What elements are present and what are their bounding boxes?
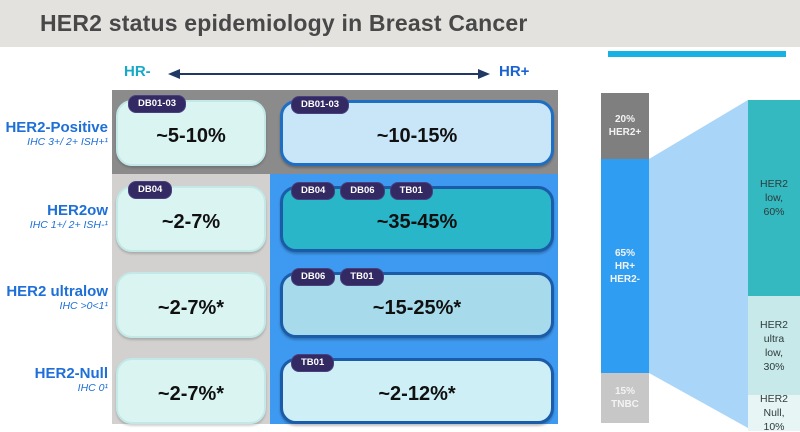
target-segment-her2-ultralow: HER2 ultra low, 30%	[748, 296, 800, 395]
study-badges: TB01	[291, 354, 335, 372]
prevalence-value: ~35-45%	[376, 210, 458, 233]
prevalence-value: ~2-7%	[161, 210, 221, 233]
row-name: HER2 ultralow	[6, 283, 108, 300]
prevalence-value: ~5-10%	[156, 124, 226, 147]
source-segment-her2-positive: 20% HER2+	[601, 93, 649, 159]
study-badge: TB01	[291, 354, 335, 372]
study-badges: DB01-03	[291, 96, 350, 114]
prevalence-value: ~10-15%	[376, 124, 458, 147]
study-badge: DB06	[291, 268, 336, 286]
prevalence-value: ~2-7%*	[157, 296, 225, 319]
hr-axis-double-arrow-icon	[168, 69, 490, 79]
row-label-her2-positive: HER2-Positive IHC 3+/ 2+ ISH+¹	[0, 120, 108, 149]
study-badges: DB06 TB01	[291, 268, 384, 286]
cell-her2-ultralow-hr-plus: DB06 TB01 ~15-25%*	[280, 268, 554, 338]
flow-connector	[649, 100, 748, 428]
study-badge: TB01	[340, 268, 384, 286]
page-title: HER2 status epidemiology in Breast Cance…	[40, 10, 528, 36]
cell-her2-low-hr-plus: DB04 DB06 TB01 ~35-45%	[280, 182, 554, 252]
row-ihc-note: IHC 1+/ 2+ ISH-¹	[29, 219, 108, 231]
study-badge: TB01	[389, 182, 433, 200]
row-ihc-note: IHC 3+/ 2+ ISH+¹	[27, 136, 108, 148]
prevalence-value: ~2-7%*	[157, 382, 225, 405]
row-name: HER2ow	[47, 202, 108, 219]
row-name: HER2-Positive	[5, 119, 108, 136]
target-segment-her2-null: HER2 Null, 10%	[748, 393, 800, 432]
cell-her2-null-hr-plus: TB01 ~2-12%*	[280, 354, 554, 424]
epidemiology-matrix: DB01-03 ~5-10% DB01-03 ~10-15% DB04 ~2-7…	[112, 90, 558, 424]
row-label-her2-low: HER2ow IHC 1+/ 2+ ISH-¹	[0, 203, 108, 232]
target-segment-her2-low: HER2 low, 60%	[748, 100, 800, 296]
accent-bar	[608, 51, 786, 57]
study-badge: DB06	[340, 182, 385, 200]
row-label-her2-ultralow: HER2 ultralow IHC >0<1¹	[0, 284, 108, 313]
prevalence-value: ~2-12%*	[378, 382, 456, 405]
her2-expression-target-bar: HER2 low, 60% HER2 ultra low, 30% HER2 N…	[748, 100, 800, 432]
source-segment-hr-plus-her2-negative: 65% HR+ HER2-	[601, 159, 649, 373]
study-badge: DB01-03	[291, 96, 350, 114]
study-badge: DB04	[291, 182, 336, 200]
cell-her2-ultralow-hr-minus: ~2-7%*	[116, 272, 266, 338]
source-segment-tnbc: 15% TNBC	[601, 373, 649, 423]
cell-her2-low-hr-minus: DB04 ~2-7%	[116, 181, 266, 252]
cell-her2-positive-hr-minus: DB01-03 ~5-10%	[116, 95, 266, 166]
row-name: HER2-Null	[34, 365, 108, 382]
hr-plus-label: HR+	[499, 63, 530, 80]
cell-her2-null-hr-minus: ~2-7%*	[116, 358, 266, 424]
title-bar: HER2 status epidemiology in Breast Cance…	[0, 0, 800, 47]
prevalence-value: ~15-25%*	[372, 296, 462, 319]
row-ihc-note: IHC >0<1¹	[59, 300, 108, 312]
study-badges: DB01-03	[128, 95, 187, 113]
population-source-bar: 20% HER2+ 65% HR+ HER2- 15% TNBC	[601, 93, 649, 423]
study-badges: DB04	[128, 181, 173, 199]
row-label-her2-null: HER2-Null IHC 0¹	[0, 366, 108, 395]
cell-her2-positive-hr-plus: DB01-03 ~10-15%	[280, 96, 554, 166]
study-badges: DB04 DB06 TB01	[291, 182, 433, 200]
study-badge: DB04	[128, 181, 173, 199]
hr-minus-label: HR-	[124, 63, 151, 80]
row-ihc-note: IHC 0¹	[77, 382, 108, 394]
study-badge: DB01-03	[128, 95, 187, 113]
